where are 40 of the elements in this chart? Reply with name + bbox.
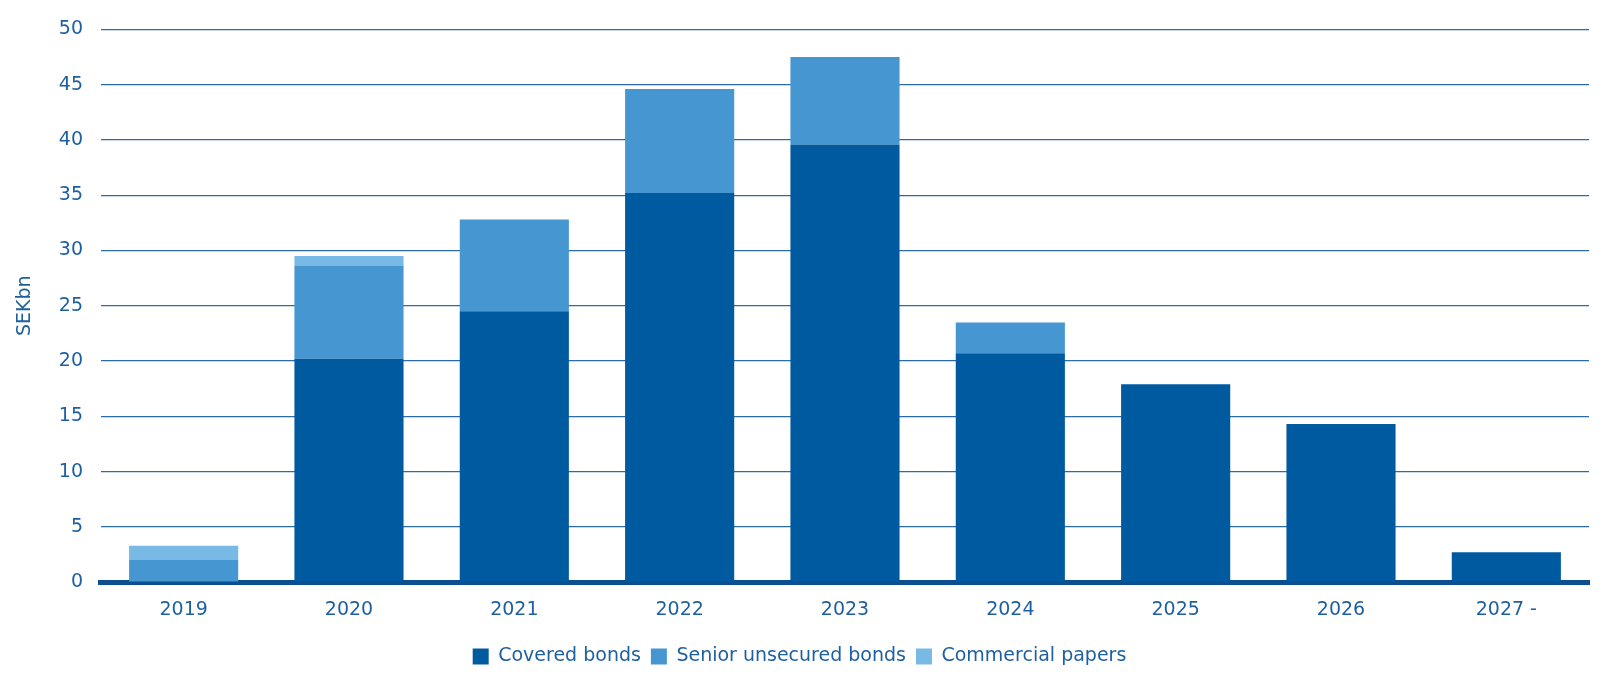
x-tick-label: 2022 [655, 596, 704, 619]
y-tick-label: 50 [58, 16, 83, 39]
legend-label: Senior unsecured bonds [676, 643, 906, 666]
y-tick-label: 30 [58, 237, 83, 260]
y-tick-label: 5 [70, 513, 83, 536]
bar [129, 545, 239, 561]
bar [955, 322, 1065, 354]
y-tick-label: 20 [58, 348, 83, 371]
x-tick-label: 2026 [1316, 596, 1366, 619]
y-tick-label: 25 [58, 292, 83, 315]
bar [955, 353, 1065, 582]
legend-label: Covered bonds [498, 643, 641, 666]
x-tick-label: 2020 [324, 596, 374, 619]
x-tick-label: 2019 [159, 596, 208, 619]
bar [625, 193, 735, 582]
bar [294, 266, 404, 359]
bar [294, 358, 404, 582]
bar [790, 57, 900, 145]
x-tick-label: 2025 [1151, 596, 1200, 619]
bar [294, 256, 404, 266]
x-tick-label: 2021 [490, 596, 539, 619]
x-tick-label: 2023 [820, 596, 870, 619]
y-tick-label: 45 [58, 71, 83, 94]
bar [129, 560, 239, 582]
bar [625, 89, 735, 194]
bar [790, 144, 900, 582]
bar [459, 219, 569, 312]
y-tick-label: 35 [58, 182, 83, 205]
x-tick-label: 2024 [986, 596, 1035, 619]
x-tick-label: 2027 - [1475, 596, 1537, 619]
bar [1286, 424, 1396, 582]
y-tick-label: 40 [58, 126, 83, 149]
legend-label: Commercial papers [941, 643, 1127, 666]
y-axis-title: SEKbn [12, 275, 35, 337]
y-tick-label: 0 [70, 569, 83, 592]
bar [1451, 552, 1561, 582]
bar [459, 311, 569, 582]
y-tick-label: 10 [58, 458, 83, 481]
y-tick-label: 15 [58, 403, 83, 426]
bar [1121, 384, 1231, 582]
